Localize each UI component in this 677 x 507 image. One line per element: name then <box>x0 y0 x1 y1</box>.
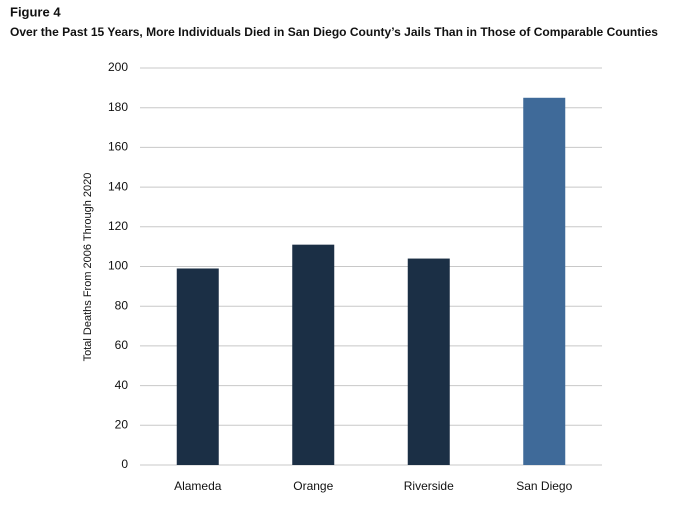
x-tick-label: San Diego <box>516 479 572 493</box>
x-tick-label: Riverside <box>404 479 454 493</box>
bar <box>407 258 450 465</box>
x-tick-label: Orange <box>293 479 333 493</box>
bar <box>292 244 335 465</box>
y-tick-label: 140 <box>108 179 128 193</box>
y-tick-label: 0 <box>121 457 128 471</box>
y-tick-label: 100 <box>108 259 128 273</box>
y-tick-label: 160 <box>108 140 128 154</box>
y-tick-label: 60 <box>115 338 129 352</box>
figure-label: Figure 4 <box>10 4 61 19</box>
y-tick-label: 120 <box>108 219 128 233</box>
x-tick-label: Alameda <box>174 479 222 493</box>
y-tick-label: 180 <box>108 100 128 114</box>
bar <box>523 97 566 466</box>
y-tick-label: 80 <box>115 298 129 312</box>
y-tick-label: 200 <box>108 60 128 74</box>
chart-title: Over the Past 15 Years, More Individuals… <box>10 25 658 39</box>
y-axis-label: Total Deaths From 2006 Through 2020 <box>82 173 94 362</box>
y-tick-label: 20 <box>115 417 129 431</box>
bar <box>176 268 219 465</box>
y-tick-label: 40 <box>115 378 129 392</box>
